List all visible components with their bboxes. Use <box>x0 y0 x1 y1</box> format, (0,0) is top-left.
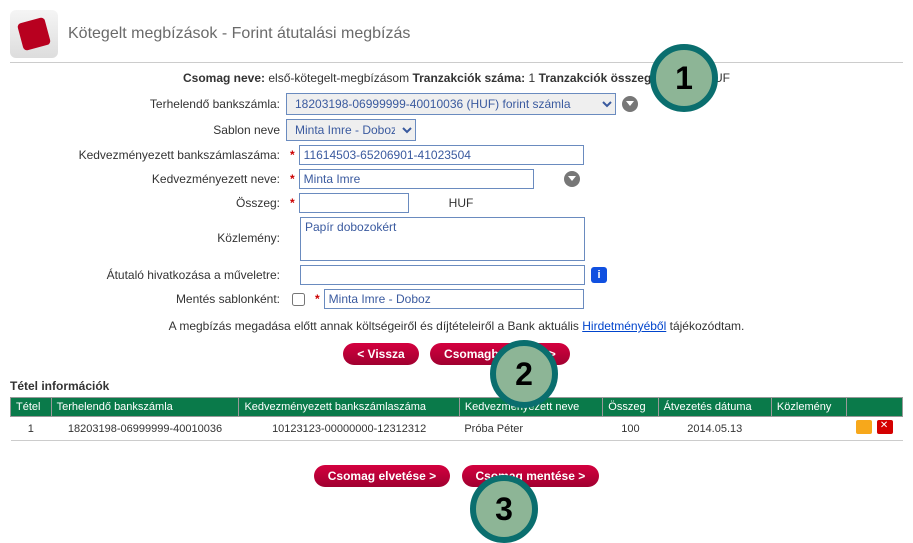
chevron-down-icon[interactable] <box>622 96 638 112</box>
disclaimer: A megbízás megadása előtt annak költsége… <box>10 319 903 333</box>
template-name-label: Sablon neve <box>10 123 286 137</box>
step-badge-2: 2 <box>490 340 558 408</box>
reference-input[interactable] <box>300 265 585 285</box>
summary-bar: Csomag neve: első-kötegelt-megbízásom Tr… <box>10 71 903 85</box>
required-marker: * <box>290 172 295 186</box>
amount-label: Összeg: <box>10 196 286 210</box>
table-title: Tétel információk <box>10 379 903 393</box>
save-template-label: Mentés sablonként: <box>10 292 286 306</box>
step-badge-1: 1 <box>650 44 718 112</box>
comment-label: Közlemény: <box>10 217 286 245</box>
disclaimer-link[interactable]: Hirdetményéből <box>582 319 666 333</box>
back-button[interactable]: < Vissza <box>343 343 418 365</box>
required-marker: * <box>290 196 295 210</box>
amount-input[interactable] <box>299 193 409 213</box>
delete-icon[interactable] <box>877 420 893 434</box>
reference-label: Átutaló hivatkozása a műveletre: <box>10 268 286 282</box>
th-comment: Közlemény <box>771 398 846 417</box>
th-id: Tétel <box>11 398 52 417</box>
beneficiary-name-input[interactable] <box>299 169 534 189</box>
required-marker: * <box>290 148 295 162</box>
template-name-select[interactable]: Minta Imre - Doboz <box>286 119 416 141</box>
debit-account-select[interactable]: 18203198-06999999-40010036 (HUF) forint … <box>286 93 616 115</box>
debit-account-label: Terhelendő bankszámla: <box>10 97 286 111</box>
th-debit: Terhelendő bankszámla <box>51 398 239 417</box>
page-title: Kötegelt megbízások - Forint átutalási m… <box>68 25 410 43</box>
save-template-input[interactable] <box>324 289 584 309</box>
th-date: Átvezetés dátuma <box>658 398 771 417</box>
info-icon[interactable]: i <box>591 267 607 283</box>
table-row: 1 18203198-06999999-40010036 10123123-00… <box>11 417 903 441</box>
step-badge-3: 3 <box>470 475 538 543</box>
tx-sum-label: Tranzakciók összege: <box>539 71 662 85</box>
th-benacc: Kedvezményezett bankszámlaszáma <box>239 398 459 417</box>
required-marker: * <box>315 292 320 306</box>
pkg-name-label: Csomag neve: <box>183 71 265 85</box>
beneficiary-name-label: Kedvezményezett neve: <box>10 172 286 186</box>
edit-icon[interactable] <box>856 420 872 434</box>
tx-count: 1 <box>529 71 536 85</box>
save-template-checkbox[interactable] <box>292 293 305 306</box>
app-logo-icon <box>10 10 58 58</box>
discard-package-button[interactable]: Csomag elvetése > <box>314 465 450 487</box>
comment-textarea[interactable]: Papír dobozokért <box>300 217 585 261</box>
th-amount: Összeg <box>603 398 658 417</box>
beneficiary-account-input[interactable] <box>299 145 584 165</box>
currency-label: HUF <box>449 196 474 210</box>
beneficiary-account-label: Kedvezményezett bankszámlaszáma: <box>10 148 286 162</box>
chevron-down-icon[interactable] <box>564 171 580 187</box>
items-table: Tétel Terhelendő bankszámla Kedvezményez… <box>10 397 903 441</box>
pkg-name: első-kötegelt-megbízásom <box>268 71 409 85</box>
tx-count-label: Tranzakciók száma: <box>412 71 525 85</box>
th-actions <box>846 398 902 417</box>
